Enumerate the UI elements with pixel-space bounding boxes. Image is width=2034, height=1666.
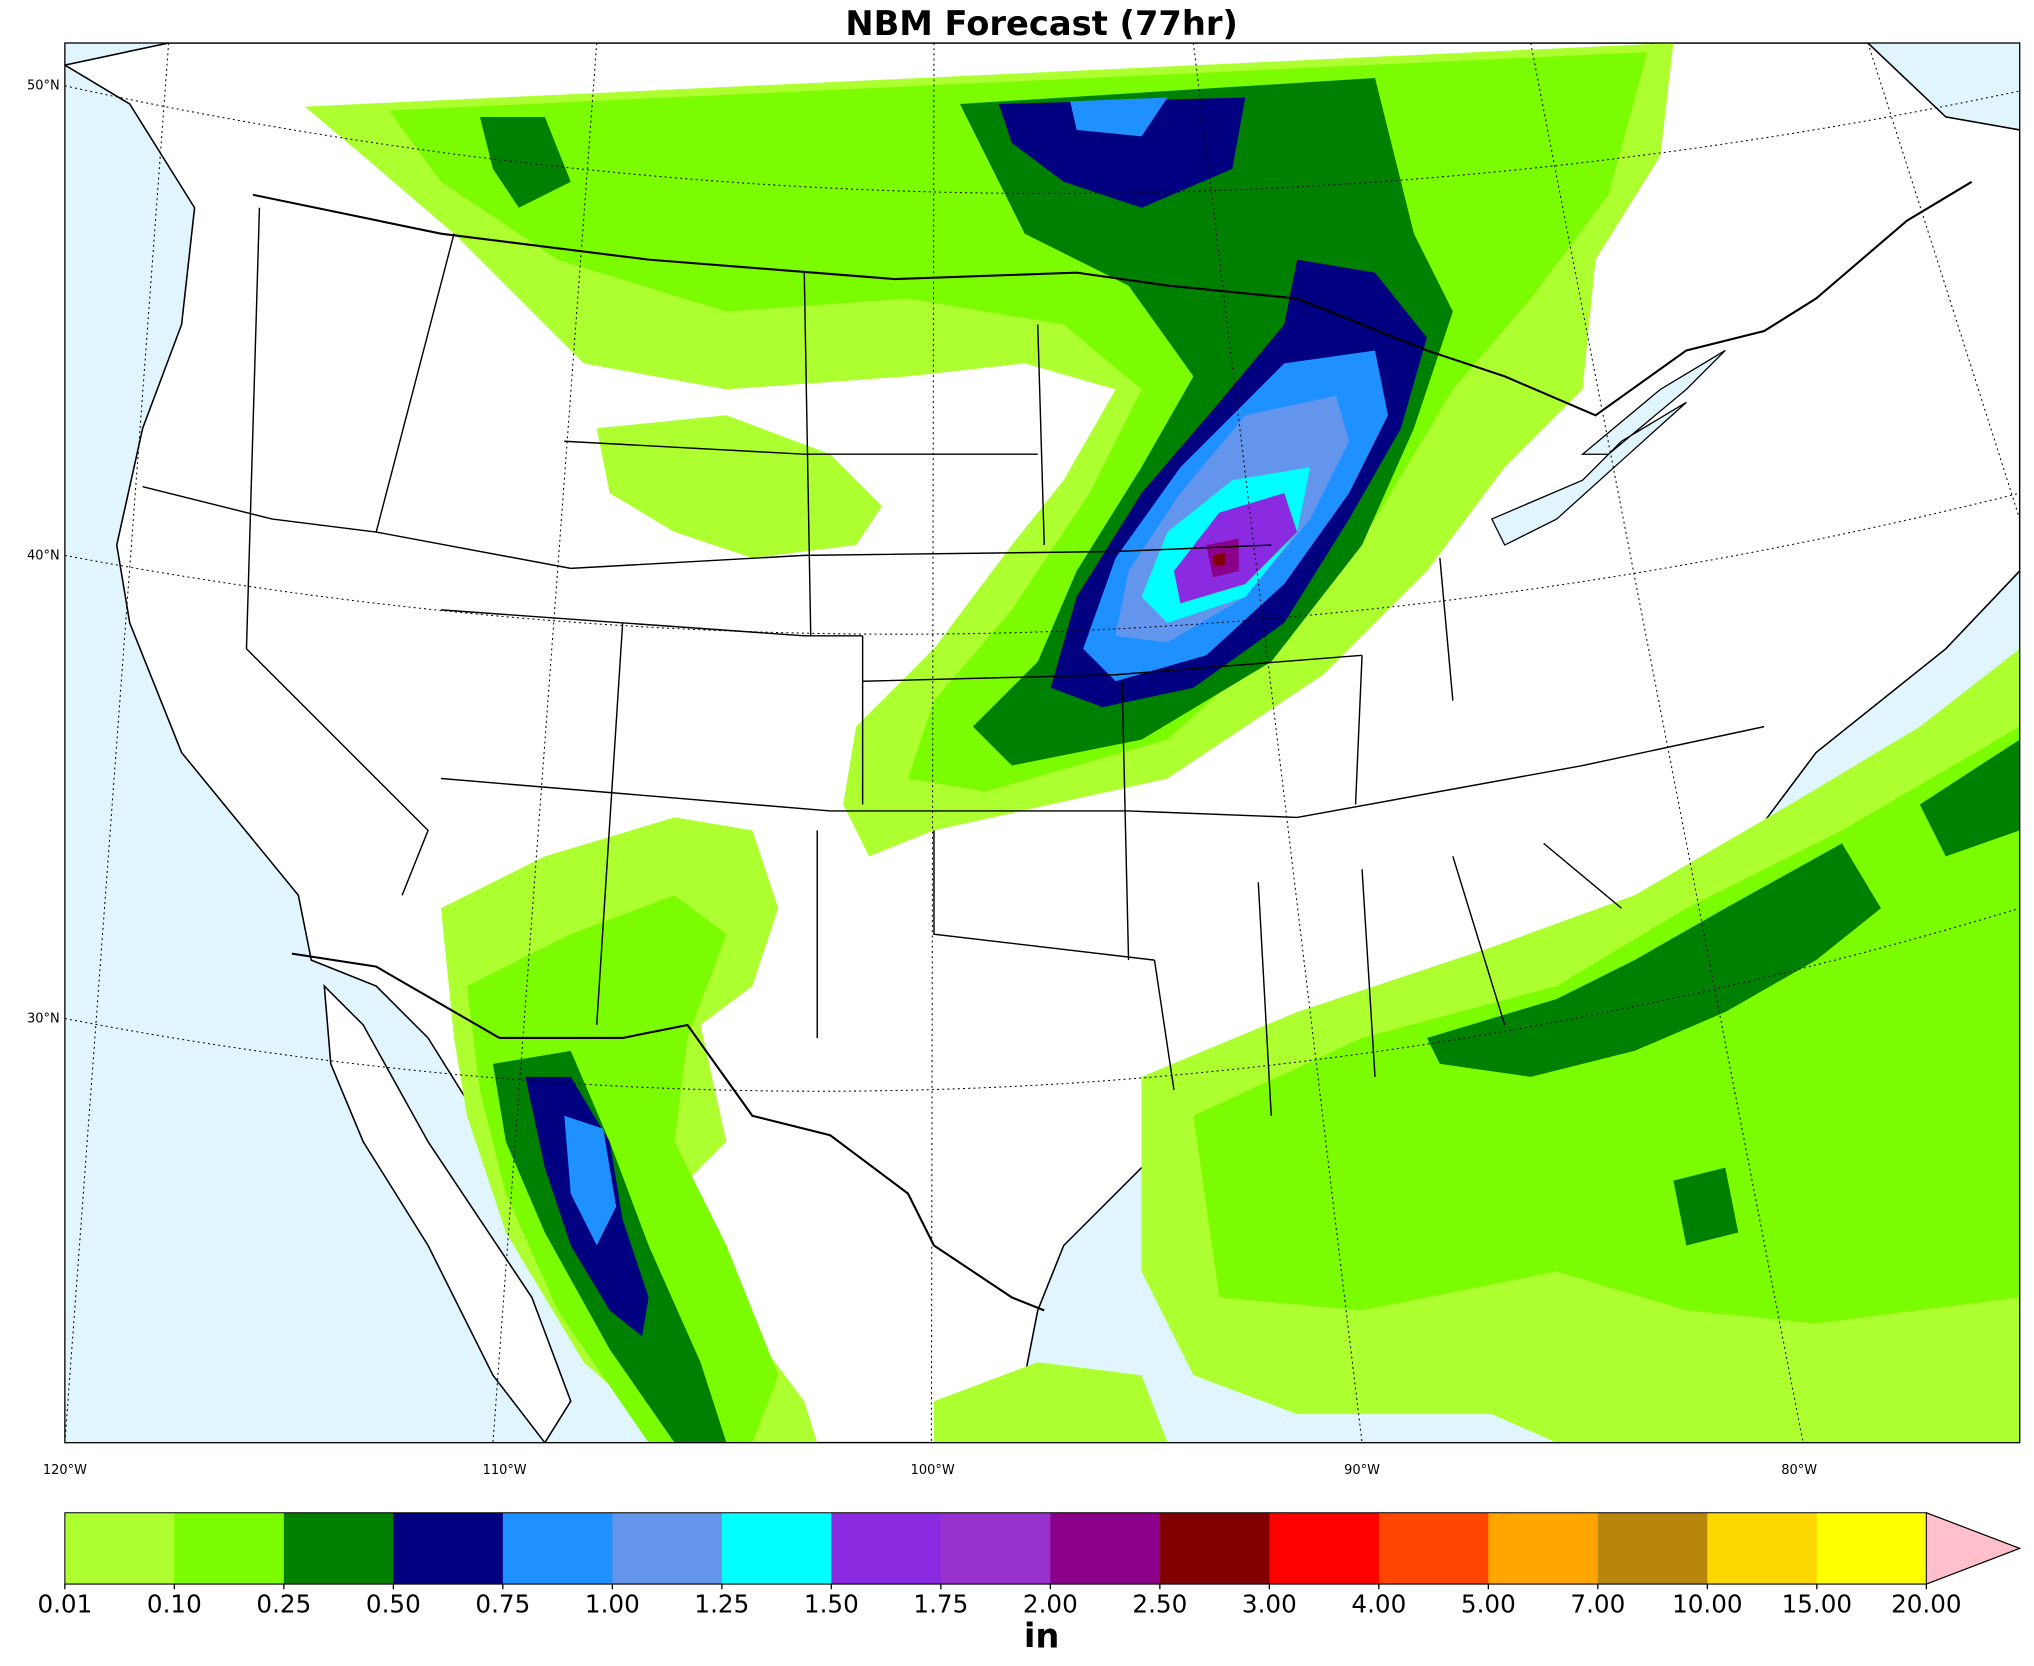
- baja: [323, 984, 572, 1443]
- colorbar-bin: [1597, 1512, 1708, 1585]
- colorbar-tick-label: 1.75: [913, 1590, 968, 1619]
- colorbar-bin: [1269, 1512, 1380, 1585]
- colorbar-tick-label: 1.25: [694, 1590, 749, 1619]
- colorbar-bin: [283, 1512, 395, 1585]
- colorbar-bin: [1159, 1512, 1270, 1585]
- colorbar-tick-label: 10.00: [1672, 1590, 1742, 1619]
- colorbar-bin: [64, 1512, 176, 1585]
- map-title: NBM Forecast (77hr): [845, 4, 1238, 43]
- colorbar-tick-label: 20.00: [1891, 1590, 1961, 1619]
- boundaries: [142, 180, 1973, 1312]
- lat-label: 30°N: [27, 1011, 60, 1026]
- colorbar-bin: [174, 1512, 285, 1585]
- map-frame: [64, 42, 2021, 1444]
- colorbar-bin: [1378, 1512, 1489, 1585]
- colorbar-tick-label: 7.00: [1570, 1590, 1625, 1619]
- colorbar-tick-label: 1.50: [804, 1590, 859, 1619]
- colorbar-tick-label: 2.00: [1023, 1590, 1078, 1619]
- lat-label: 50°N: [27, 79, 60, 94]
- great-lakes: [1490, 349, 1726, 546]
- lon-label: 90°W: [1344, 1463, 1380, 1478]
- colorbar-bin: [1050, 1512, 1161, 1585]
- axis-labels: 50°N 40°N 30°N 120°W 110°W 100°W 90°W 80°W: [27, 79, 1817, 1478]
- map: [64, 43, 2020, 1443]
- colorbar-bin: [393, 1512, 504, 1585]
- graticule: [64, 43, 2020, 1443]
- colorbar-tick-label: 0.75: [475, 1590, 530, 1619]
- colorbar-bin: [721, 1512, 832, 1585]
- colorbar-tick-label: 1.00: [585, 1590, 640, 1619]
- lon-label: 120°W: [43, 1463, 87, 1478]
- colorbar-bin: [1816, 1512, 1927, 1585]
- colorbar-tick-label: 0.01: [37, 1590, 92, 1619]
- colorbar: 0.01 0.10 0.25 0.50 0.75 1.00 1.25 1.50 1.75 2.00…: [37, 1511, 2022, 1619]
- lon-label: 80°W: [1781, 1463, 1817, 1478]
- colorbar-bin: [502, 1512, 614, 1585]
- colorbar-label: in: [1024, 1617, 1060, 1656]
- colorbar-tick-label: 0.10: [147, 1590, 202, 1619]
- lon-label: 100°W: [911, 1463, 955, 1478]
- lon-label: 110°W: [483, 1463, 527, 1478]
- colorbar-tick-label: 2.50: [1132, 1590, 1187, 1619]
- colorbar-outline: [64, 1512, 2022, 1585]
- colorbar-bin: [612, 1512, 723, 1585]
- colorbar-tick-label: 4.00: [1351, 1590, 1406, 1619]
- colorbar-bin: [1707, 1512, 1818, 1585]
- precipitation: [304, 43, 2020, 1443]
- colorbar-bin: [831, 1512, 942, 1585]
- colorbar-tick-label: 0.25: [256, 1590, 311, 1619]
- colorbar-tick-label: 5.00: [1461, 1590, 1516, 1619]
- colorbar-tick-label: 3.00: [1242, 1590, 1297, 1619]
- colorbar-bin: [1488, 1512, 1599, 1585]
- colorbar-bin: [940, 1512, 1051, 1585]
- colorbar-extend: [1925, 1511, 2022, 1585]
- colorbar-tick-label: 15.00: [1782, 1590, 1852, 1619]
- colorbar-tick-label: 0.50: [366, 1590, 421, 1619]
- lat-label: 40°N: [27, 548, 60, 563]
